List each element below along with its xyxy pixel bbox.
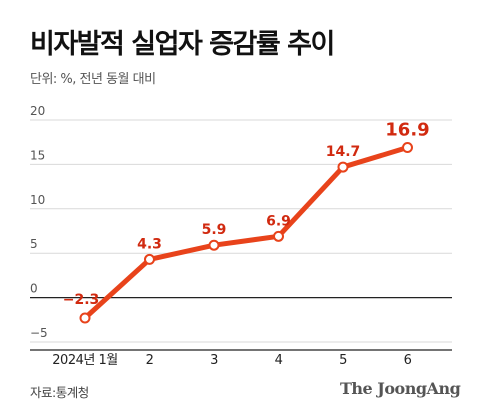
data-label: 14.7	[326, 144, 361, 160]
data-label: −2.3	[63, 292, 100, 308]
series-line	[82, 145, 410, 321]
x-axis-ticks: 2024년 1월 2 3 4 5 6	[52, 353, 412, 368]
brand-logo: The JoongAng	[340, 379, 461, 398]
y-tick-label: 0	[30, 282, 38, 296]
x-tick-label: 2024년 1월	[52, 353, 117, 368]
data-label: 4.3	[137, 236, 162, 252]
y-tick-label: 10	[30, 193, 45, 207]
y-tick-label: 5	[30, 237, 38, 251]
y-tick-label: 20	[30, 104, 45, 118]
data-point	[337, 161, 349, 173]
x-tick-label: 3	[210, 353, 218, 368]
data-point	[208, 239, 220, 251]
x-tick-label: 5	[339, 353, 347, 368]
data-label: 16.9	[385, 120, 429, 141]
chart-title: 비자발적 실업자 증감률 추이	[30, 29, 335, 60]
data-point	[273, 230, 284, 242]
data-label: 6.9	[266, 213, 291, 229]
data-label: 5.9	[202, 222, 227, 238]
series-line-path	[82, 145, 410, 321]
chart-subtitle: 단위: %, 전년 동월 대비	[30, 72, 156, 87]
y-tick-label: 15	[30, 148, 45, 162]
data-point	[79, 312, 91, 324]
y-tick-label: −5	[30, 326, 48, 340]
grid-lines	[30, 119, 452, 351]
source-note: 자료:통계청	[30, 385, 89, 400]
data-point	[144, 253, 155, 265]
data-points	[79, 142, 413, 324]
data-point	[402, 142, 413, 154]
x-tick-label: 6	[404, 353, 412, 368]
y-axis-ticks: 20 15 10 5 0 −5	[30, 104, 48, 340]
data-labels: −2.3 4.3 5.9 6.9 14.7 16.9	[63, 120, 430, 308]
x-tick-label: 4	[275, 353, 283, 368]
x-tick-label: 2	[146, 353, 154, 368]
